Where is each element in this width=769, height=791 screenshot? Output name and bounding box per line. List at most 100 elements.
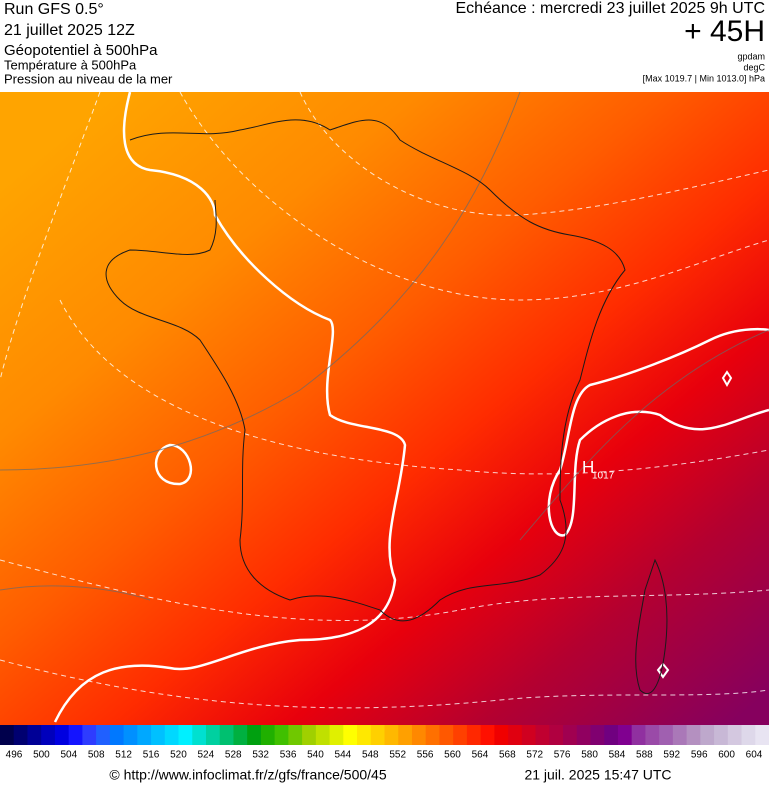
- color-swatch: [370, 725, 385, 745]
- color-swatch: [288, 725, 303, 745]
- colorbar-label: 504: [60, 750, 77, 761]
- color-swatch: [727, 725, 743, 745]
- colorbar-label: 520: [170, 750, 187, 761]
- high-symbol: H: [582, 457, 594, 476]
- color-swatch: [205, 725, 221, 745]
- colorbar-label: 560: [444, 750, 461, 761]
- color-swatch: [123, 725, 138, 745]
- color-swatch: [535, 725, 550, 745]
- header-left-line: Température à 500hPa: [4, 57, 137, 72]
- colorbar-label: 592: [663, 750, 680, 761]
- colorbar-label: 568: [499, 750, 516, 761]
- color-swatch: [508, 725, 523, 745]
- color-swatch: [315, 725, 331, 745]
- color-swatch: [137, 725, 152, 745]
- color-swatch: [109, 725, 125, 745]
- header-left-line: 21 juillet 2025 12Z: [4, 22, 135, 39]
- color-swatch: [700, 725, 715, 745]
- color-swatch: [233, 725, 248, 745]
- colorbar-label: 528: [225, 750, 242, 761]
- color-swatch: [82, 725, 97, 745]
- map: H 1017: [0, 91, 769, 725]
- color-swatch: [425, 725, 440, 745]
- high-value: 1017: [592, 471, 615, 482]
- color-swatch: [480, 725, 495, 745]
- coastlines: [105, 119, 668, 695]
- colorbar-label: 548: [362, 750, 379, 761]
- header-left-line: Pression au niveau de la mer: [4, 71, 173, 86]
- colorbar-label: 516: [143, 750, 160, 761]
- color-swatch: [439, 725, 454, 745]
- pressure-isobars: [0, 91, 769, 601]
- source-url: © http://www.infoclimat.fr/z/gfs/france/…: [109, 767, 386, 783]
- header-right-line: degC: [743, 62, 765, 72]
- header-left-line: Géopotentiel à 500hPa: [4, 42, 158, 59]
- color-swatch: [0, 725, 15, 745]
- colorbar-label: 552: [389, 750, 406, 761]
- color-swatch: [494, 725, 509, 745]
- colorbar-label: 572: [526, 750, 543, 761]
- colorbar-label: 556: [417, 750, 434, 761]
- color-swatch: [755, 725, 769, 745]
- color-swatch: [247, 725, 262, 745]
- color-swatch: [27, 725, 42, 745]
- color-swatch: [604, 725, 619, 745]
- colorbar-label: 604: [746, 750, 763, 761]
- color-swatch: [219, 725, 234, 745]
- color-swatch: [672, 725, 688, 745]
- color-swatch: [645, 725, 660, 745]
- colorbar-label: 536: [280, 750, 297, 761]
- geopotential-isolines: [53, 91, 769, 723]
- colorbar-label: 600: [718, 750, 735, 761]
- color-swatch: [329, 725, 344, 745]
- color-swatch: [54, 725, 70, 745]
- colorbar-label: 596: [691, 750, 708, 761]
- colorbar-label: 576: [554, 750, 571, 761]
- colorbar-label: 580: [581, 750, 598, 761]
- color-swatch: [521, 725, 537, 745]
- color-swatch: [151, 725, 166, 745]
- colorbar-label: 500: [33, 750, 50, 761]
- color-swatch: [96, 725, 111, 745]
- color-swatch: [466, 725, 482, 745]
- colorbar-label: 524: [198, 750, 215, 761]
- header-right-line: + 45H: [684, 15, 765, 48]
- colorbar-label: 496: [6, 750, 23, 761]
- color-swatch: [590, 725, 605, 745]
- run-date: 21 juil. 2025 15:47 UTC: [524, 767, 671, 783]
- color-swatch: [164, 725, 180, 745]
- color-swatch: [302, 725, 317, 745]
- colorbar-label: 508: [88, 750, 105, 761]
- color-swatch: [549, 725, 564, 745]
- header-right-line: Echéance : mercredi 23 juillet 2025 9h U…: [456, 0, 766, 17]
- color-swatch: [617, 725, 633, 745]
- colorbar-label: 564: [472, 750, 489, 761]
- header-left-line: Run GFS 0.5°: [4, 1, 104, 18]
- color-swatch: [260, 725, 276, 745]
- color-swatch: [741, 725, 756, 745]
- color-swatch: [576, 725, 591, 745]
- color-swatch: [274, 725, 289, 745]
- color-swatch: [192, 725, 207, 745]
- colorbar-label: 588: [636, 750, 653, 761]
- temperature-isolines: [0, 91, 769, 709]
- color-swatch: [411, 725, 427, 745]
- colorbar-label: 544: [335, 750, 352, 761]
- color-swatch: [178, 725, 193, 745]
- color-swatch: [631, 725, 646, 745]
- color-swatch: [68, 725, 83, 745]
- header-right-line: gpdam: [737, 51, 765, 61]
- color-swatch: [41, 725, 56, 745]
- color-swatch: [686, 725, 701, 745]
- color-swatch: [453, 725, 468, 745]
- color-swatch: [343, 725, 358, 745]
- header-right-line: [Max 1019.7 | Min 1013.0] hPa: [643, 73, 765, 83]
- colorbar-label: 540: [307, 750, 324, 761]
- color-swatch: [357, 725, 372, 745]
- colorbar-label: 532: [252, 750, 269, 761]
- color-swatch: [563, 725, 578, 745]
- color-swatch: [714, 725, 729, 745]
- colorbar: 496 500 504 508 512 516 520 524 528 532 536 540 544 5…: [0, 725, 769, 761]
- color-swatch: [13, 725, 28, 745]
